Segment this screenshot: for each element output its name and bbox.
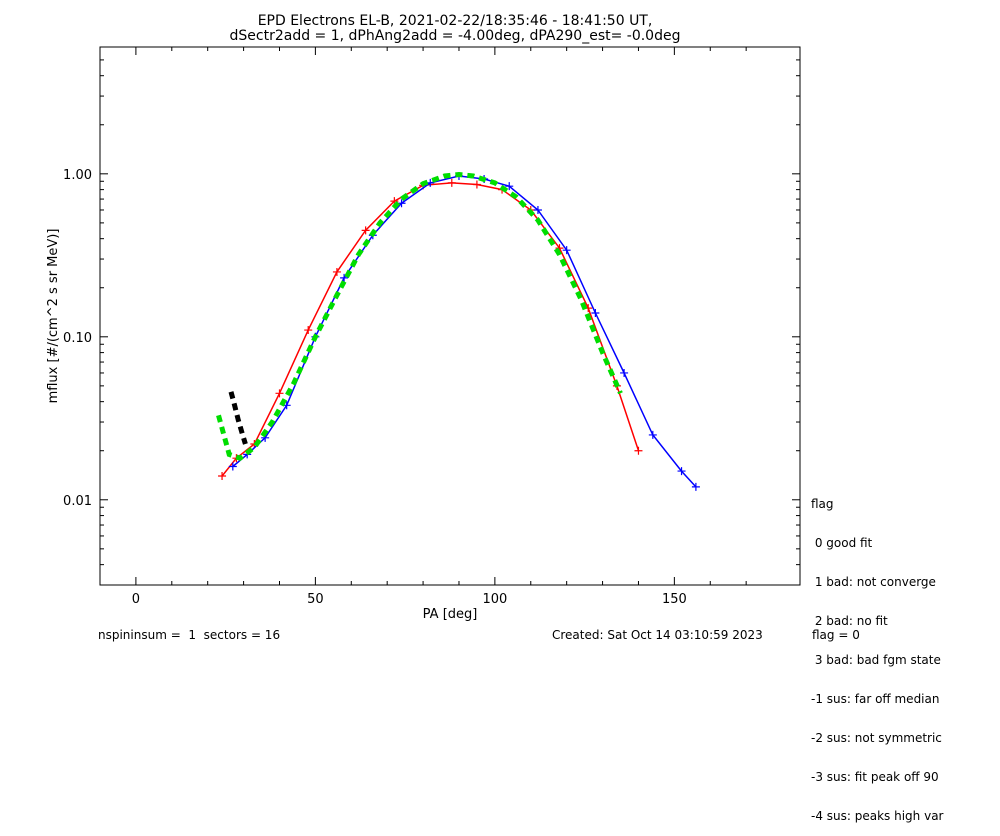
legend-entry: -2 sus: not symmetric (811, 731, 942, 745)
legend-entry: 0 good fit (811, 536, 873, 550)
series-line-1 (232, 175, 697, 488)
data-point (472, 180, 481, 189)
data-layer (216, 171, 700, 491)
data-point (562, 246, 571, 255)
footer-spin-info: nspininsum = 1 sectors = 16 (98, 628, 281, 642)
data-point (228, 462, 237, 471)
data-point (533, 205, 542, 214)
plot-frame (99, 46, 801, 586)
data-point (677, 467, 686, 476)
data-point (620, 368, 629, 377)
data-point (218, 471, 227, 480)
chart-subtitle: dSectr2add = 1, dPhAng2add = -4.00deg, d… (230, 28, 681, 44)
legend-entry: 2 bad: no fit (811, 614, 888, 628)
data-point (634, 446, 643, 455)
data-point (275, 389, 284, 398)
legend-entry: -4 sus: peaks high var (811, 809, 944, 823)
x-axis-label: PA [deg] (423, 607, 478, 622)
data-point (447, 178, 456, 187)
data-point (648, 430, 657, 439)
x-axis: 0 50 100 150 (132, 47, 747, 607)
y-axis: 0.01 0.10 1.00 (63, 46, 800, 586)
data-point (340, 273, 349, 282)
footer-flag: flag = 0 (812, 628, 860, 642)
legend-entry: -3 sus: fit peak off 90 (811, 770, 939, 784)
series-line-2 (216, 171, 623, 462)
data-point (591, 308, 600, 317)
legend-entry: -1 sus: far off median (811, 692, 940, 706)
data-point (691, 482, 700, 491)
data-point (304, 326, 313, 335)
y-tick-label: 0.10 (63, 331, 92, 346)
chart-title: EPD Electrons EL-B, 2021-02-22/18:35:46 … (258, 13, 653, 29)
data-point (332, 267, 341, 276)
y-tick-label: 1.00 (63, 168, 92, 183)
series-line-3 (228, 391, 248, 445)
y-tick-label: 0.01 (63, 494, 92, 509)
x-tick-label: 100 (482, 592, 507, 607)
x-tick-label: 50 (307, 592, 324, 607)
legend-entry: 3 bad: bad fgm state (811, 653, 941, 667)
footer-created: Created: Sat Oct 14 03:10:59 2023 (552, 628, 763, 642)
legend-entry: 1 bad: not converge (811, 575, 936, 589)
y-axis-label: mflux [#/(cm^2 s sr MeV)] (46, 229, 61, 404)
flag-legend: flag 0 good fit 1 bad: not converge 2 ba… (811, 472, 943, 836)
chart: EPD Electrons EL-B, 2021-02-22/18:35:46 … (46, 13, 801, 622)
x-tick-label: 0 (132, 592, 140, 607)
data-point (505, 182, 514, 191)
x-tick-label: 150 (662, 592, 687, 607)
data-point (361, 226, 370, 235)
legend-title: flag (811, 497, 834, 511)
series-line-0 (221, 182, 640, 477)
